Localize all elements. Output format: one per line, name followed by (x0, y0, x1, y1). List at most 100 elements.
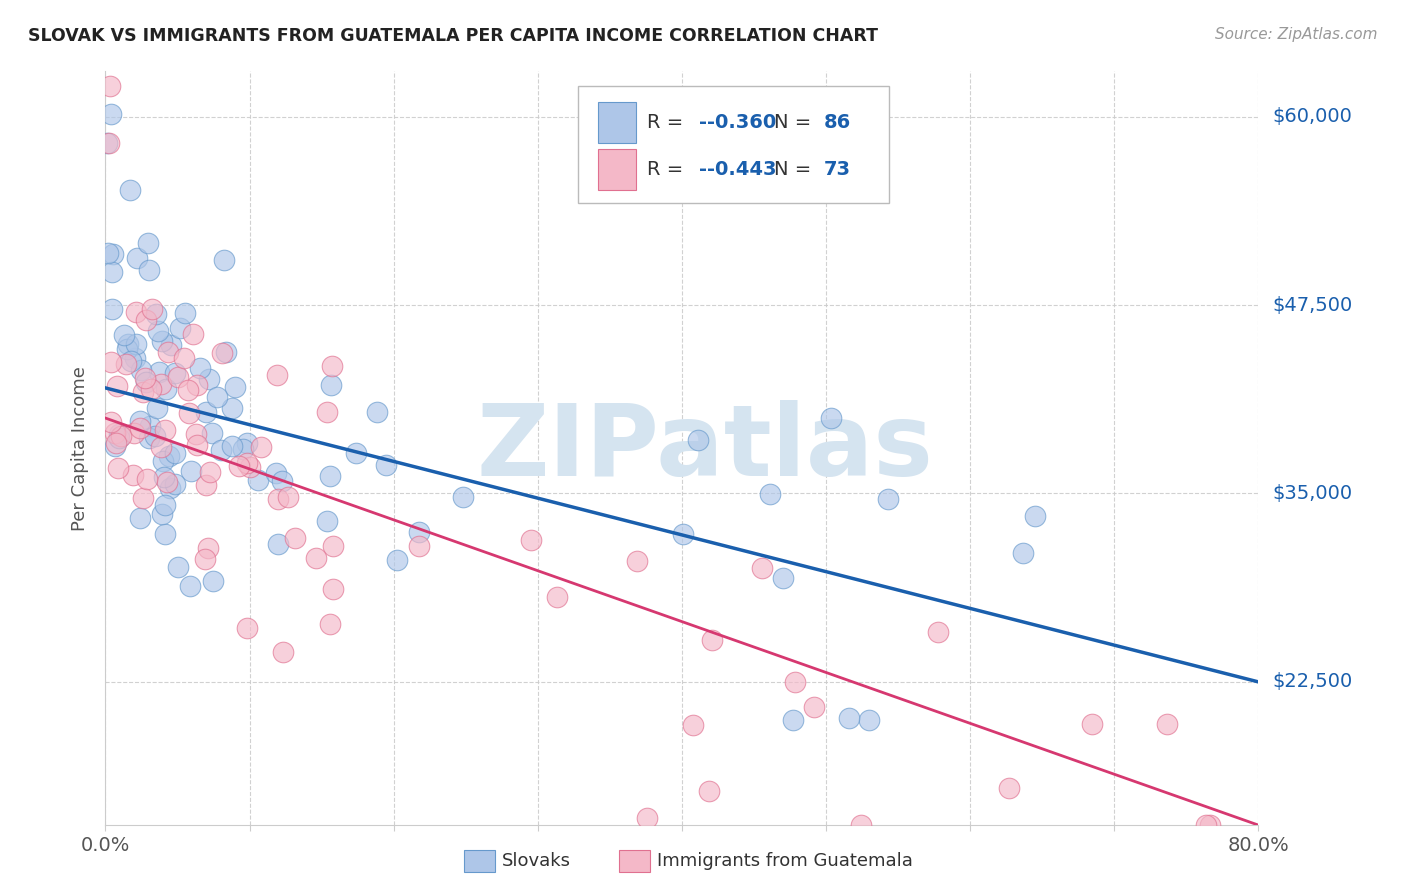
Point (115, 343, 138, 357)
Point (877, 491, 900, 506)
Point (108, 427, 131, 442)
Point (122, 468, 145, 483)
Point (173, 351, 195, 365)
Point (519, 533, 541, 548)
Point (153, 526, 176, 541)
Point (141, 301, 163, 316)
Text: Slovaks: Slovaks (502, 852, 571, 870)
Point (188, 360, 211, 375)
Text: $47,500: $47,500 (1272, 295, 1353, 315)
Point (820, 410, 842, 425)
Text: Source: ZipAtlas.com: Source: ZipAtlas.com (1215, 27, 1378, 42)
Point (163, 476, 186, 491)
Point (122, 425, 145, 440)
Point (150, 377, 173, 392)
Text: R =: R = (647, 160, 690, 179)
Point (157, 345, 180, 359)
Bar (598, 149, 636, 190)
Point (104, 425, 127, 440)
Point (186, 438, 208, 452)
Point (375, 458, 398, 472)
Point (267, 492, 290, 507)
Point (169, 321, 191, 335)
Text: ZIPatlas: ZIPatlas (477, 400, 934, 497)
Text: N =: N = (775, 160, 818, 179)
Text: $60,000: $60,000 (1272, 107, 1353, 126)
Point (150, 507, 173, 521)
Point (181, 326, 204, 341)
Text: --0.360: --0.360 (699, 113, 776, 132)
Text: $35,000: $35,000 (1272, 484, 1353, 503)
Point (103, 439, 125, 453)
Point (998, 781, 1021, 796)
Point (101, 301, 124, 316)
Point (165, 446, 187, 460)
Point (803, 699, 825, 714)
Point (322, 582, 344, 596)
Point (321, 359, 343, 373)
Point (124, 305, 146, 319)
Text: R =: R = (647, 113, 690, 132)
Point (186, 378, 208, 392)
Point (688, 434, 710, 448)
Point (858, 713, 880, 727)
Point (176, 384, 198, 398)
Point (157, 449, 180, 463)
Point (215, 345, 238, 359)
Point (139, 419, 162, 434)
Y-axis label: Per Capita Income: Per Capita Income (72, 366, 90, 531)
Point (759, 487, 782, 501)
Point (186, 427, 208, 442)
Point (97, 245, 120, 260)
Point (136, 236, 159, 251)
Point (319, 469, 342, 483)
Point (100, 107, 122, 121)
Point (838, 711, 860, 725)
Point (276, 491, 298, 505)
Point (134, 370, 156, 384)
Point (120, 353, 142, 368)
Point (205, 391, 228, 405)
Point (149, 440, 172, 454)
Point (146, 401, 169, 415)
Text: SLOVAK VS IMMIGRANTS FROM GUATEMALA PER CAPITA INCOME CORRELATION CHART: SLOVAK VS IMMIGRANTS FROM GUATEMALA PER … (28, 27, 879, 45)
Point (163, 366, 186, 380)
Point (115, 357, 138, 371)
Point (408, 540, 430, 554)
Point (408, 525, 430, 540)
Point (152, 470, 174, 484)
Point (177, 406, 200, 420)
Point (98, 79, 121, 94)
Point (179, 579, 201, 593)
Point (672, 526, 695, 541)
Point (101, 247, 124, 261)
Point (129, 415, 152, 429)
Point (155, 498, 177, 512)
Point (266, 368, 288, 382)
Point (107, 431, 129, 445)
Point (249, 440, 271, 454)
Point (927, 625, 949, 640)
Point (224, 380, 246, 394)
Point (344, 446, 367, 460)
Point (96, 136, 118, 150)
Point (139, 382, 162, 396)
Point (155, 382, 177, 396)
Point (167, 560, 190, 574)
Bar (598, 102, 636, 144)
Point (319, 617, 342, 632)
Point (98, 136, 121, 151)
Point (316, 514, 339, 528)
Point (211, 346, 233, 360)
Point (145, 306, 167, 320)
Point (214, 253, 236, 268)
FancyBboxPatch shape (578, 87, 890, 203)
Point (366, 405, 388, 419)
Point (235, 621, 257, 635)
Point (112, 328, 135, 343)
Point (101, 265, 124, 279)
Point (152, 454, 174, 468)
Point (267, 537, 290, 551)
Point (117, 337, 139, 351)
Point (148, 365, 170, 379)
